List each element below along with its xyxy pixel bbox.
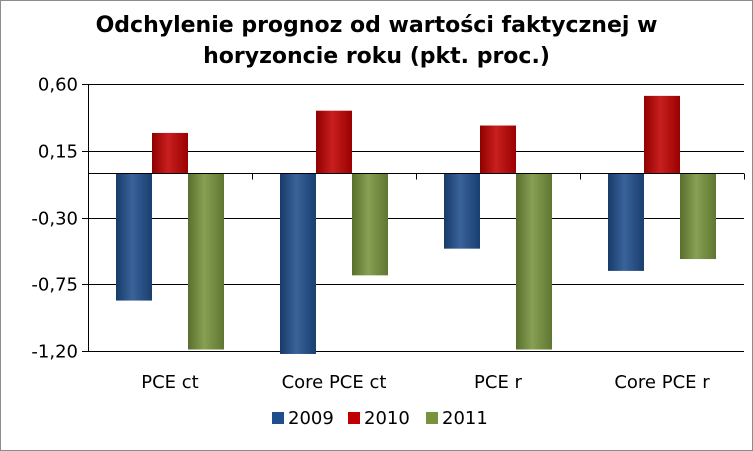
legend-label-2010: 2010 [364,408,410,429]
legend-label-2009: 2009 [288,408,334,429]
legend-swatch-2011 [426,412,438,424]
chart-title-line-1: Odchylenie prognoz od wartości faktyczne… [95,13,658,38]
chart-title: Odchylenie prognoz od wartości faktyczne… [0,10,753,72]
bar-2009-0 [116,173,152,301]
x-category-label: PCE ct [141,372,198,393]
y-tick-label: -1,20 [31,342,78,363]
legend-swatch-2009 [272,412,284,424]
legend-swatch-2010 [348,412,360,424]
bar-2009-2 [444,173,480,249]
legend: 2009 2010 2011 [272,408,488,429]
bar-2010-2 [480,125,516,173]
y-tick-label: -0,75 [31,275,78,296]
bar-2011-3 [680,173,716,260]
x-category-label: Core PCE ct [282,372,387,393]
y-tick-label: -0,30 [31,209,78,230]
x-category-label: Core PCE r [614,372,710,393]
bar-2010-0 [152,132,188,173]
bar-2009-3 [608,173,644,271]
bar-2009-1 [280,173,316,354]
bar-2011-2 [516,173,552,350]
bar-2010-1 [316,110,352,173]
x-category-label: PCE r [474,372,523,393]
bar-2011-1 [352,173,388,276]
y-tick-label: 0,15 [38,142,78,163]
y-tick-label: 0,60 [38,75,78,96]
bar-2010-3 [644,95,680,173]
chart-title-line-2: horyzoncie roku (pkt. proc.) [203,44,550,69]
bar-2011-0 [188,173,224,350]
legend-label-2011: 2011 [442,408,488,429]
